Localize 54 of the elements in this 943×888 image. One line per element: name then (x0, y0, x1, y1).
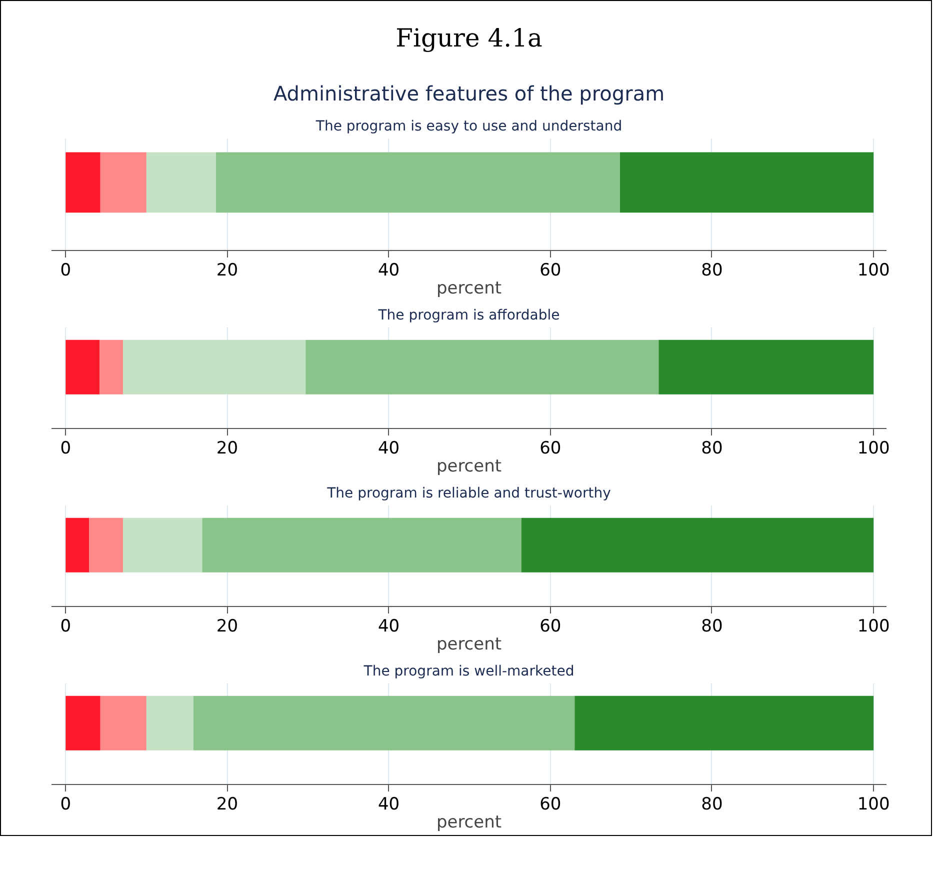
x-tick-label: 60 (540, 260, 562, 280)
bar (521, 518, 874, 572)
x-tick-label: 60 (540, 794, 562, 814)
bar (620, 152, 874, 213)
x-axis-title: percent (436, 278, 502, 298)
x-tick-label: 0 (60, 260, 72, 280)
bar (216, 152, 620, 213)
x-axis-title: percent (436, 634, 502, 654)
chart-subtitle: The program is well-marketed (362, 664, 574, 680)
x-tick-label: 20 (216, 260, 238, 280)
chart-subtitle: The program is easy to use and understand (314, 118, 622, 134)
bar (89, 518, 123, 572)
x-tick-label: 80 (701, 794, 723, 814)
chart-subtitle: The program is reliable and trust-worthy (326, 486, 611, 502)
x-tick-label: 20 (216, 616, 238, 636)
x-tick-label: 20 (216, 438, 238, 458)
x-tick-label: 100 (857, 616, 890, 636)
x-tick-label: 40 (378, 438, 400, 458)
bar (66, 518, 90, 572)
bar (658, 340, 874, 394)
x-tick-label: 100 (857, 260, 890, 280)
bar (123, 340, 306, 394)
bar (146, 696, 194, 750)
bar (100, 340, 123, 394)
x-tick-label: 100 (857, 438, 890, 458)
x-tick-label: 0 (60, 794, 72, 814)
chart-subtitle: The program is affordable (377, 308, 560, 324)
caption: Figure 4.1a (396, 24, 542, 52)
x-tick-label: 60 (540, 616, 562, 636)
bar (66, 696, 100, 750)
x-tick-label: 20 (216, 794, 238, 814)
x-tick-label: 40 (378, 616, 400, 636)
bar (66, 152, 100, 213)
x-tick-label: 80 (701, 438, 723, 458)
x-tick-label: 60 (540, 438, 562, 458)
x-tick-label: 80 (701, 616, 723, 636)
bar (574, 696, 874, 750)
x-tick-label: 100 (857, 794, 890, 814)
bar (306, 340, 659, 394)
bar (193, 696, 575, 750)
x-tick-label: 40 (378, 794, 400, 814)
x-tick-label: 40 (378, 260, 400, 280)
x-axis-title: percent (436, 812, 502, 832)
x-tick-label: 80 (701, 260, 723, 280)
x-axis-title: percent (436, 456, 502, 476)
bar (100, 696, 146, 750)
bar (66, 340, 100, 394)
bar (100, 152, 146, 213)
x-tick-label: 0 (60, 616, 72, 636)
chart-title: Administrative features of the program (273, 82, 665, 106)
x-tick-label: 0 (60, 438, 72, 458)
bar (146, 152, 216, 213)
bar (123, 518, 202, 572)
bar (202, 518, 522, 572)
